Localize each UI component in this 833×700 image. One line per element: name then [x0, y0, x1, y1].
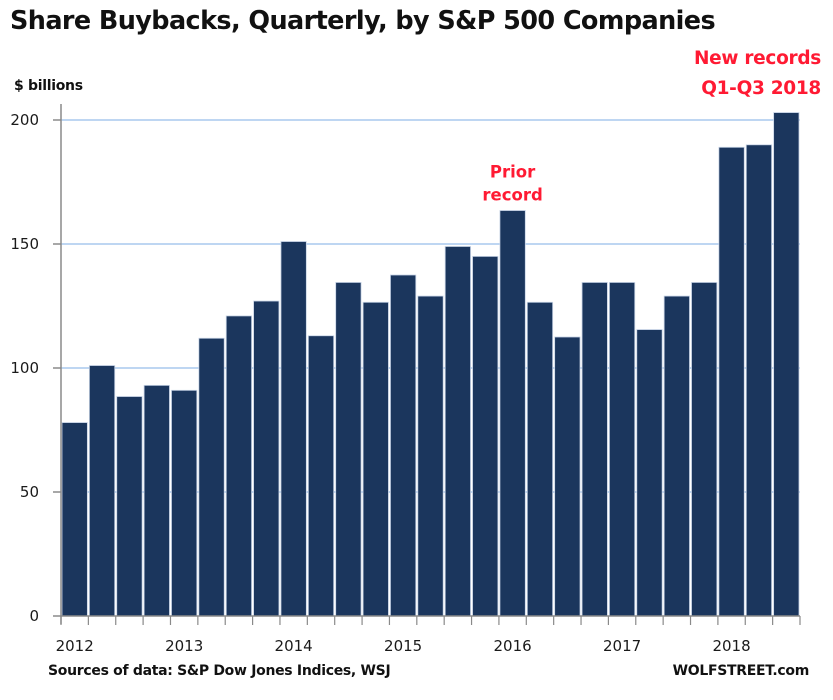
x-tick-label-2015: 2015: [384, 637, 422, 655]
bar-2013-q2: [198, 337, 225, 617]
bar-2014-q2: [307, 335, 335, 617]
y-tick-label-0: 0: [29, 607, 39, 625]
axes: [60, 104, 800, 624]
brand-label: WOLFSTREET.com: [672, 663, 810, 679]
bar-2017-q4: [691, 282, 718, 617]
x-ticks: 2012 2013 2014 2015 2016 2017 2018: [56, 616, 801, 655]
bar-2012-q3: [116, 396, 143, 617]
bar-2016-q3: [554, 336, 581, 617]
bar-2018-q1: [718, 146, 745, 617]
bar-2018-q3: [773, 112, 800, 617]
bar-2015-q4: [472, 255, 499, 617]
y-tick-label-50: 50: [20, 483, 39, 501]
bar-2015-q1: [390, 274, 417, 617]
y-tick-label-100: 100: [10, 359, 39, 377]
bar-2015-q3: [444, 246, 471, 617]
x-tick-label-2013: 2013: [165, 637, 203, 655]
x-tick-label-2012: 2012: [56, 637, 94, 655]
bar-2016-q4: [581, 282, 608, 617]
bar-2012-q1: [61, 422, 88, 617]
bar-2015-q2: [417, 295, 444, 617]
bar-2017-q2: [636, 329, 663, 617]
chart-title: Share Buybacks, Quarterly, by S&P 500 Co…: [10, 6, 716, 36]
y-tick-label-150: 150: [10, 235, 39, 253]
bar-2017-q3: [663, 295, 690, 617]
bar-2014-q4: [362, 301, 389, 617]
x-tick-label-2018: 2018: [712, 637, 750, 655]
bar-2016-q2: [526, 301, 554, 617]
bar-2013-q4: [253, 300, 280, 617]
y-axis-label: $ billions: [14, 78, 83, 94]
new-records-line-1: New records: [694, 48, 821, 69]
bar-2013-q3: [225, 315, 252, 617]
bar-2014-q3: [335, 282, 362, 617]
bar-2013-q1: [171, 389, 198, 617]
bars: [61, 112, 800, 617]
annotations: Prior record: [482, 163, 542, 205]
x-tick-label-2017: 2017: [603, 637, 641, 655]
new-records-line-2: Q1-Q3 2018: [701, 78, 821, 99]
x-tick-label-2016: 2016: [494, 637, 532, 655]
x-tick-label-2014: 2014: [275, 637, 313, 655]
source-note: Sources of data: S&P Dow Jones Indices, …: [48, 663, 391, 679]
y-ticks: 0 50 100 150 200: [10, 111, 61, 625]
new-records-annotation: New records Q1-Q3 2018: [694, 44, 821, 104]
y-tick-label-200: 200: [10, 111, 39, 129]
bar-2016-q1: [499, 210, 526, 617]
bar-2014-q1: [280, 241, 307, 617]
bar-2012-q2: [88, 365, 116, 617]
bar-2012-q4: [143, 384, 170, 617]
bar-2017-q1: [609, 282, 636, 617]
prior-record-line-2: record: [482, 186, 542, 205]
bar-2018-q2: [745, 144, 773, 617]
prior-record-line-1: Prior: [490, 163, 536, 182]
